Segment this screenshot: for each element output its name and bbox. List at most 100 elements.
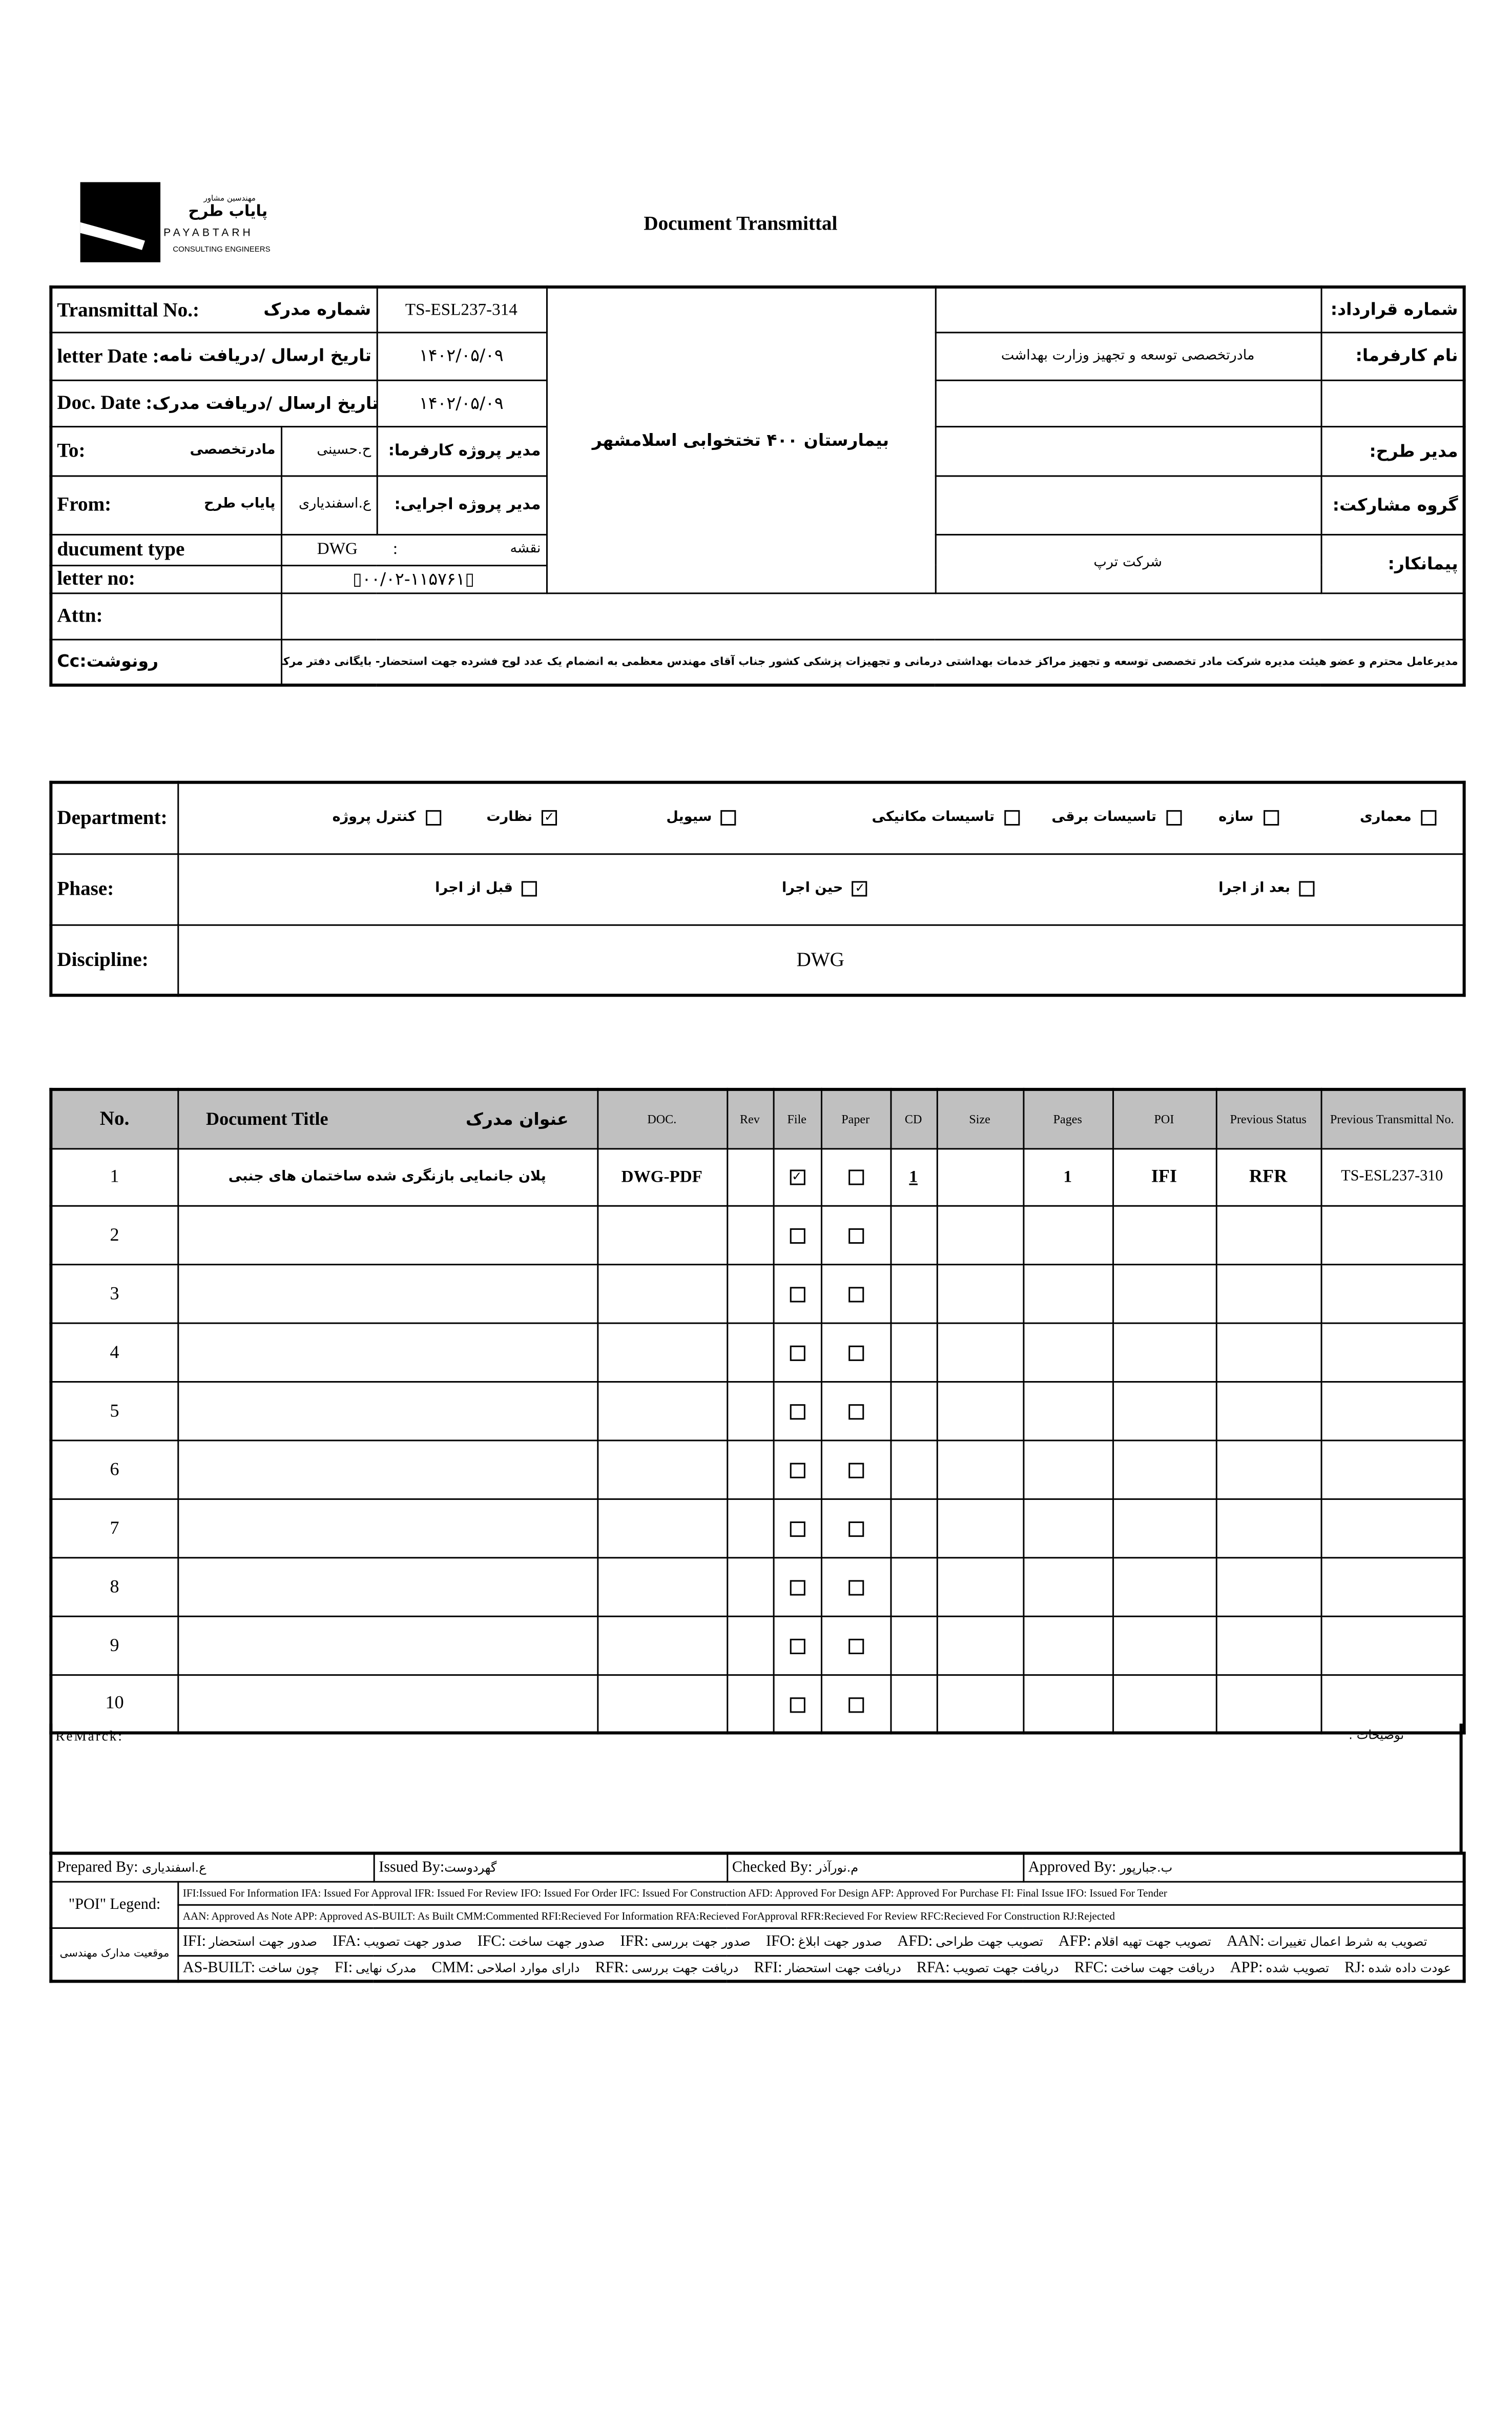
file-checkbox[interactable]: ✓	[789, 1170, 805, 1186]
company-logo: مهندسین مشاور پایاب طرح PAYABTARH CONSUL…	[80, 182, 281, 265]
pages	[1022, 1263, 1113, 1324]
rev	[726, 1438, 774, 1499]
document-title	[176, 1204, 598, 1265]
status-legend-item: RJ: عودت داده شده	[1344, 1959, 1452, 1977]
table-row: 6	[50, 1438, 1465, 1499]
department-option[interactable]: کنترل پروژه	[333, 810, 441, 826]
poi: IFI	[1111, 1147, 1217, 1206]
doc-format	[596, 1438, 728, 1499]
doc-format: DWG-PDF	[596, 1147, 728, 1206]
size	[936, 1438, 1024, 1499]
row-no: 3	[50, 1263, 178, 1324]
previous-status	[1215, 1615, 1322, 1675]
previous-transmittal-no	[1320, 1380, 1465, 1440]
cd	[889, 1556, 938, 1617]
file-checkbox[interactable]	[789, 1345, 805, 1361]
pages	[1022, 1380, 1113, 1440]
paper-checkbox[interactable]	[847, 1696, 863, 1712]
checkbox-icon[interactable]: ✓	[542, 810, 557, 826]
document-title	[176, 1615, 598, 1675]
cd	[889, 1615, 938, 1675]
department-option[interactable]: ✓ نظارت	[486, 810, 557, 826]
phase-option[interactable]: ✓ حین اجرا	[782, 881, 868, 897]
size	[936, 1380, 1024, 1440]
checkbox-icon[interactable]	[1166, 810, 1182, 826]
file-checkbox[interactable]	[789, 1696, 805, 1712]
department-option[interactable]: تاسیسات مکانیکی	[872, 810, 1020, 826]
paper-checkbox[interactable]	[847, 1170, 863, 1186]
phase-option[interactable]: قبل از اجرا	[435, 881, 538, 897]
paper-checkbox[interactable]	[847, 1228, 863, 1244]
poi	[1111, 1263, 1217, 1324]
checkbox-icon[interactable]	[522, 881, 538, 897]
approved-by: Approved By: ب.جبارپور	[1022, 1852, 1465, 1882]
department-option[interactable]: سیویل	[666, 810, 737, 826]
size	[936, 1615, 1024, 1675]
documents-table: No. Document Title عنوان مدرک DOC. Rev Fi…	[49, 1087, 1466, 1735]
previous-transmittal-no	[1320, 1673, 1465, 1734]
doc-format	[596, 1673, 728, 1734]
status-legend-item: APP: تصویب شده	[1230, 1959, 1330, 1977]
doc-format	[596, 1263, 728, 1324]
previous-status	[1215, 1204, 1322, 1265]
project-name: بیمارستان ۴۰۰ تختخوابی اسلامشهر	[545, 286, 936, 593]
poi	[1111, 1322, 1217, 1382]
phase-option[interactable]: بعد از اجرا	[1218, 881, 1315, 897]
department-option[interactable]: معماری	[1360, 810, 1437, 826]
previous-status	[1215, 1556, 1322, 1617]
status-legend-item: CMM: دارای موارد اصلاحی	[431, 1959, 580, 1977]
poi	[1111, 1615, 1217, 1675]
table-row: 4	[50, 1322, 1465, 1382]
file-checkbox[interactable]	[789, 1521, 805, 1537]
checkbox-icon[interactable]	[1420, 810, 1437, 826]
document-title	[176, 1556, 598, 1617]
poi	[1111, 1556, 1217, 1617]
file-checkbox[interactable]	[789, 1462, 805, 1478]
table-row: 10	[50, 1673, 1465, 1734]
size	[936, 1263, 1024, 1324]
file-checkbox[interactable]	[789, 1638, 805, 1654]
previous-status	[1215, 1322, 1322, 1382]
doc-format	[596, 1322, 728, 1382]
file-checkbox[interactable]	[789, 1579, 805, 1595]
checkbox-icon[interactable]: ✓	[852, 881, 868, 897]
checkbox-icon[interactable]	[721, 810, 737, 826]
doc-format	[596, 1380, 728, 1440]
issued-by: Issued By:گهردوست	[372, 1852, 728, 1882]
checkbox-icon[interactable]	[1262, 810, 1278, 826]
file-checkbox[interactable]	[789, 1286, 805, 1302]
checkbox-icon[interactable]	[425, 810, 441, 826]
rev	[726, 1673, 774, 1734]
status-legend-item: IFR: صدور جهت بررسی	[620, 1932, 751, 1950]
previous-status	[1215, 1438, 1322, 1499]
paper-checkbox[interactable]	[847, 1521, 863, 1537]
department-option[interactable]: تاسیسات برقی	[1051, 810, 1182, 826]
logo-mark-icon	[80, 182, 161, 262]
file-checkbox[interactable]	[789, 1228, 805, 1244]
classification-table: Department: معماری سازه تاسیسات برقی تاسیسات…	[49, 780, 1466, 997]
pages	[1022, 1615, 1113, 1675]
pages	[1022, 1673, 1113, 1734]
pages	[1022, 1556, 1113, 1617]
checkbox-icon[interactable]	[1004, 810, 1020, 826]
paper-checkbox[interactable]	[847, 1638, 863, 1654]
document-title	[176, 1263, 598, 1324]
row-no: 7	[50, 1497, 178, 1558]
paper-checkbox[interactable]	[847, 1286, 863, 1302]
rev	[726, 1556, 774, 1617]
doc-format	[596, 1497, 728, 1558]
paper-checkbox[interactable]	[847, 1462, 863, 1478]
table-row: 2	[50, 1204, 1465, 1265]
previous-status	[1215, 1380, 1322, 1440]
checkbox-icon[interactable]	[1299, 881, 1315, 897]
paper-checkbox[interactable]	[847, 1579, 863, 1595]
table-row: 3	[50, 1263, 1465, 1324]
paper-checkbox[interactable]	[847, 1345, 863, 1361]
paper-checkbox[interactable]	[847, 1404, 863, 1419]
doc-format	[596, 1615, 728, 1675]
status-legend-item: RFI: دریافت جهت استحضار	[754, 1959, 901, 1977]
file-checkbox[interactable]	[789, 1404, 805, 1419]
department-option[interactable]: سازه	[1218, 810, 1278, 826]
remark-box[interactable]: ReMarck: توضیحات :	[49, 1723, 1463, 1855]
row-no: 9	[50, 1615, 178, 1675]
